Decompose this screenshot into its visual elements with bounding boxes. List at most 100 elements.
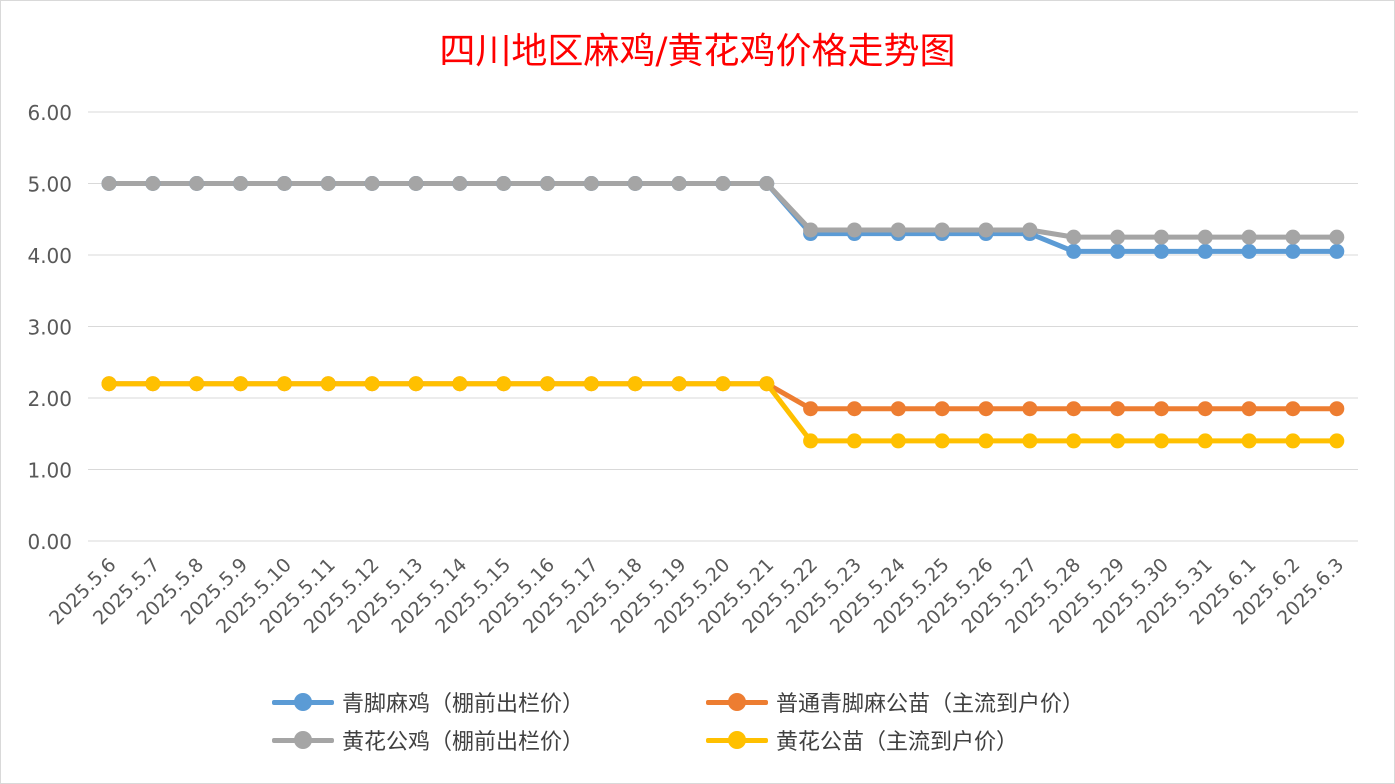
- data-point: [803, 433, 819, 449]
- legend-label-1: 普通青脚麻公苗（主流到户价）: [776, 692, 1085, 717]
- chart-title: 四川地区麻鸡/黄花鸡价格走势图: [439, 31, 956, 72]
- data-point: [1197, 243, 1213, 259]
- data-point: [1241, 229, 1257, 245]
- data-point: [1329, 243, 1345, 259]
- data-point: [846, 433, 862, 449]
- y-tick-label: 5.00: [27, 173, 72, 197]
- data-point: [408, 376, 424, 392]
- data-point: [364, 176, 380, 191]
- series-line-2: [106, 181, 1340, 240]
- data-point: [715, 176, 731, 191]
- data-point: [846, 401, 862, 417]
- data-point: [1066, 229, 1082, 245]
- data-point: [1285, 401, 1301, 417]
- data-point: [978, 401, 994, 417]
- data-point: [1197, 401, 1213, 417]
- legend: 青脚麻鸡（棚前出栏价） 普通青脚麻公苗（主流到户价） 黄花公鸡（棚前出栏价） 黄…: [272, 684, 1172, 764]
- data-point: [145, 176, 161, 191]
- legend-item-2[interactable]: 黄花公鸡（棚前出栏价）: [272, 722, 584, 758]
- data-point: [1110, 433, 1126, 449]
- legend-swatch-1: [706, 692, 768, 712]
- data-point: [1329, 401, 1345, 417]
- data-point: [890, 401, 906, 417]
- data-point: [759, 176, 775, 191]
- data-point: [1241, 401, 1257, 417]
- data-point: [276, 376, 292, 392]
- y-tick-label: 2.00: [27, 387, 72, 411]
- data-point: [715, 376, 731, 392]
- data-point: [934, 401, 950, 417]
- y-tick-label: 1.00: [27, 459, 72, 483]
- data-point: [890, 222, 906, 238]
- data-point: [1110, 243, 1126, 259]
- data-point: [276, 176, 292, 191]
- data-point: [364, 376, 380, 392]
- x-axis-ticks: 2025.5.62025.5.72025.5.82025.5.92025.5.1…: [45, 554, 1348, 638]
- data-point: [1022, 433, 1038, 449]
- data-point: [1153, 433, 1169, 449]
- y-tick-label: 3.00: [27, 316, 72, 340]
- data-point: [934, 433, 950, 449]
- legend-swatch-0: [272, 692, 334, 712]
- data-point: [1022, 222, 1038, 238]
- data-point: [1241, 433, 1257, 449]
- data-point: [189, 176, 205, 191]
- data-point: [189, 376, 205, 392]
- legend-item-0[interactable]: 青脚麻鸡（棚前出栏价）: [272, 684, 584, 720]
- data-point: [1022, 401, 1038, 417]
- data-point: [101, 176, 117, 191]
- series-line-0: [106, 181, 1340, 254]
- data-point: [1110, 401, 1126, 417]
- data-point: [1329, 229, 1345, 245]
- data-point: [890, 433, 906, 449]
- data-point: [1110, 229, 1126, 245]
- data-point: [452, 176, 468, 191]
- data-point: [1066, 243, 1082, 259]
- y-axis-ticks: 0.00 1.00 2.00 3.00 4.00 5.00 6.00: [27, 101, 72, 554]
- data-point: [846, 222, 862, 238]
- data-point: [320, 176, 336, 191]
- data-point: [1285, 433, 1301, 449]
- data-point: [1285, 243, 1301, 259]
- data-point: [540, 176, 555, 191]
- legend-label-3: 黄花公苗（主流到户价）: [776, 730, 1019, 755]
- data-point: [408, 176, 424, 191]
- data-point: [1066, 401, 1082, 417]
- y-tick-label: 6.00: [27, 101, 72, 125]
- data-point: [934, 222, 950, 238]
- data-point: [320, 376, 336, 392]
- legend-label-2: 黄花公鸡（棚前出栏价）: [342, 730, 585, 755]
- data-point: [671, 176, 687, 191]
- series-lines: [106, 181, 1340, 444]
- data-point: [496, 376, 512, 392]
- data-point: [1329, 433, 1345, 449]
- data-point: [1066, 433, 1082, 449]
- data-point: [978, 222, 994, 238]
- data-point: [145, 376, 161, 392]
- series-points-3: [101, 376, 1345, 449]
- data-point: [759, 376, 775, 392]
- data-point: [101, 376, 117, 392]
- y-tick-label: 4.00: [27, 244, 72, 268]
- y-tick-label: 0.00: [27, 530, 72, 554]
- data-point: [671, 376, 687, 392]
- data-point: [233, 176, 249, 191]
- data-point: [233, 376, 249, 392]
- data-point: [583, 376, 599, 392]
- data-point: [540, 376, 555, 392]
- series-line-3: [106, 381, 1340, 444]
- data-point: [627, 176, 643, 191]
- legend-item-1[interactable]: 普通青脚麻公苗（主流到户价）: [706, 684, 1084, 720]
- legend-swatch-3: [706, 730, 768, 750]
- data-point: [496, 176, 512, 191]
- data-point: [452, 376, 468, 392]
- data-point: [583, 176, 599, 191]
- data-point: [1197, 433, 1213, 449]
- legend-item-3[interactable]: 黄花公苗（主流到户价）: [706, 722, 1018, 758]
- data-point: [803, 222, 819, 238]
- legend-swatch-2: [272, 730, 334, 750]
- data-point: [1153, 243, 1169, 259]
- data-point: [627, 376, 643, 392]
